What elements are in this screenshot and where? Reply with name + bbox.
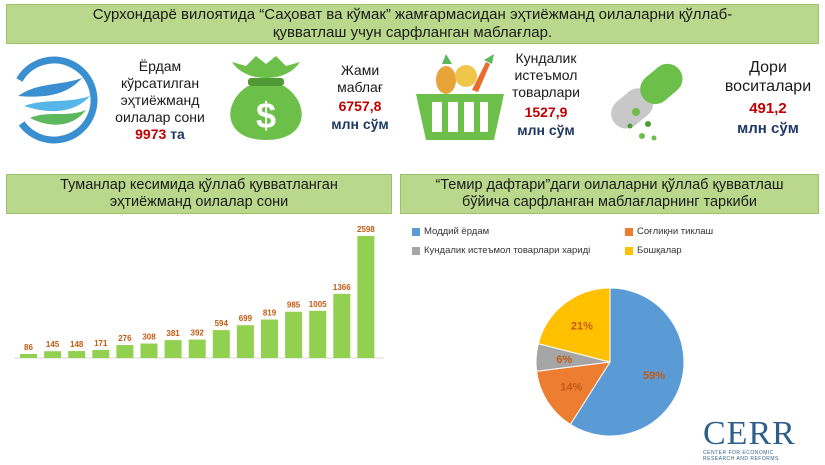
bar: [68, 351, 86, 358]
bar-data-label: 308: [142, 333, 156, 342]
legend-item-health: Соғлиқни тиклаш: [625, 226, 713, 237]
kpi-total-label: Жами маблағ: [337, 62, 383, 95]
money-bag-icon: $: [230, 56, 302, 140]
svg-text:$: $: [256, 95, 276, 136]
bar: [236, 325, 254, 358]
bar-data-label: 171: [94, 339, 108, 348]
bar-data-label: 1005: [309, 300, 327, 309]
bar-data-label: 2598: [357, 225, 375, 234]
bar-data-label: 1366: [333, 283, 351, 292]
bar: [212, 330, 230, 358]
kpi-families-label: Ёрдам кўрсатилган эҳтиёжманд оилалар сон…: [115, 58, 205, 125]
kpi-families-value: 9973 та: [135, 126, 185, 142]
pie-data-label: 6%: [556, 354, 572, 366]
bar-data-label: 819: [263, 309, 277, 318]
cerr-logo-word: CERR: [703, 415, 796, 452]
kpi-medicine-value: 491,2: [749, 100, 787, 117]
bar: [116, 345, 134, 358]
kpi-medicine-label: Дори воситалари: [724, 59, 812, 95]
charity-logo-icon: [10, 56, 98, 144]
pie-slice-other: [537, 287, 611, 363]
bar: [92, 349, 110, 358]
pie-data-label: 21%: [571, 321, 593, 333]
left-section-header: Туманлар кесимида қўллаб қувватланган эҳ…: [6, 174, 392, 214]
cerr-logo: CERR CENTER FOR ECONOMIC RESEARCH AND RE…: [703, 415, 796, 463]
bar-data-label: 145: [46, 340, 60, 349]
legend-swatch-other: [625, 246, 633, 255]
pie-slice-material: [569, 287, 685, 437]
bar: [261, 319, 278, 358]
bar-chart: 86 145 148 171 276 308 381 392 594 699 819 985 1005 1…: [14, 225, 384, 359]
kpi-total-unit: млн сўм: [331, 116, 389, 132]
bar-data-label: 148: [70, 340, 84, 349]
bar: [357, 236, 375, 358]
legend-item-material: Моддий ёрдам: [412, 226, 489, 237]
right-section-header: “Темир дафтари”даги оилаларни қўллаб қув…: [400, 174, 819, 214]
legend-swatch-daily: [412, 246, 420, 255]
cerr-logo-sub2: RESEARCH AND REFORMS: [703, 456, 779, 462]
pie-data-label: 59%: [643, 370, 665, 382]
bar-data-label: 276: [118, 334, 132, 343]
bar: [309, 310, 327, 358]
banner-line-1: Сурхондарё вилоятида “Саҳоват ва кўмак” …: [92, 6, 733, 23]
title-banner: Сурхондарё вилоятида “Саҳоват ва кўмак” …: [6, 4, 819, 44]
kpi-daily-label: Кундалик истеъмол товарлари: [512, 50, 580, 100]
legend-swatch-health: [625, 227, 633, 236]
cerr-logo-sub1: CENTER FOR ECONOMIC: [703, 450, 774, 456]
bar: [20, 353, 37, 358]
bar-data-label: 392: [191, 329, 205, 338]
legend-item-other: Бошқалар: [625, 245, 682, 256]
bar: [333, 293, 351, 358]
capsule-icon: [611, 63, 683, 141]
bar-data-label: 699: [239, 314, 253, 323]
kpi-medicine-unit: млн сўм: [737, 120, 799, 137]
bar: [164, 340, 182, 358]
bar-data-label: 86: [24, 343, 33, 352]
pie-data-label: 14%: [560, 382, 582, 394]
bar: [44, 351, 62, 358]
legend-item-daily: Кундалик истеъмол товарлари харидi: [412, 245, 590, 256]
pie-chart: 59% 14% 6% 21%: [535, 287, 685, 437]
kpi-daily-unit: млн сўм: [517, 122, 575, 138]
bar: [140, 343, 158, 358]
grocery-basket-icon: [416, 54, 504, 140]
bar-data-label: 381: [166, 329, 180, 338]
kpi-daily-value: 1527,9: [524, 104, 568, 120]
bar: [285, 311, 303, 358]
bar-data-label: 985: [287, 301, 301, 310]
bar: [188, 339, 206, 358]
kpi-total-value: 6757,8: [338, 98, 382, 114]
legend-swatch-material: [412, 227, 420, 236]
pie-slice-health: [536, 361, 611, 426]
bar-data-label: 594: [215, 319, 229, 328]
banner-line-2: қувватлаш учун сарфланган маблағлар.: [272, 24, 553, 41]
